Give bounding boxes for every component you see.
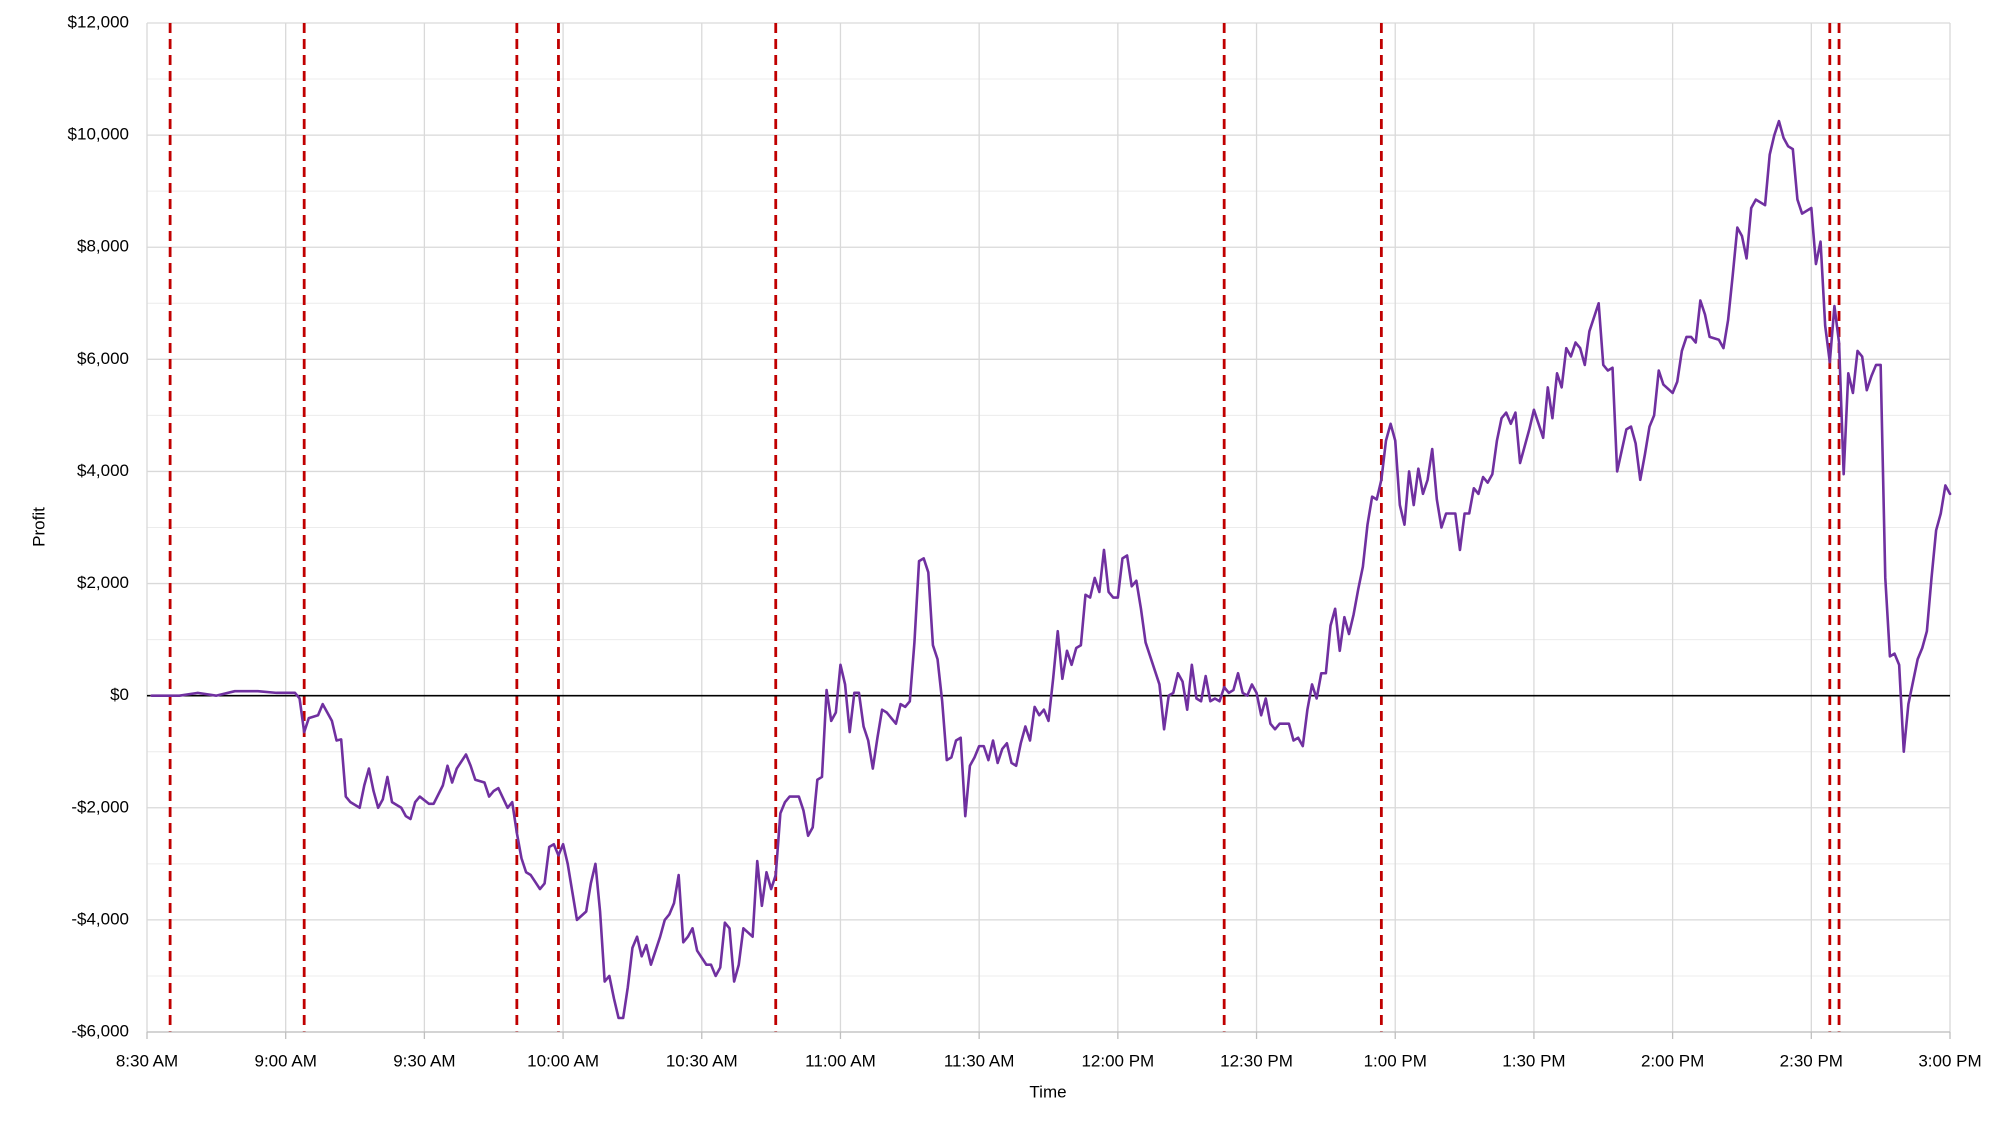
labels: Time Profit -$6,000 -$4,000 -$2,000 $0 $2,00…: [29, 12, 1981, 1101]
y-tick-label: $10,000: [68, 125, 129, 144]
y-tick-label: -$4,000: [71, 909, 129, 928]
x-tick-label: 8:30 AM: [116, 1051, 178, 1070]
y-tick-label: $0: [110, 685, 129, 704]
x-tick-label: 10:00 AM: [527, 1051, 599, 1070]
x-tick-label: 2:30 PM: [1780, 1051, 1843, 1070]
x-tick-label: 11:30 AM: [944, 1051, 1015, 1070]
x-tick-label: 3:00 PM: [1918, 1051, 1981, 1070]
axes: [146, 694, 1951, 1039]
x-tick-label: 12:30 PM: [1220, 1051, 1293, 1070]
y-tick-label: $8,000: [77, 237, 129, 256]
y-axis-title: Profit: [29, 507, 48, 547]
y-tick-label: $4,000: [77, 461, 129, 480]
y-tick-label: -$6,000: [71, 1021, 129, 1040]
x-tick-label: 1:30 PM: [1502, 1051, 1565, 1070]
x-tick-label: 9:30 AM: [393, 1051, 455, 1070]
x-tick-label: 10:30 AM: [666, 1051, 738, 1070]
profit-line: [150, 119, 1952, 1020]
x-tick-label: 11:00 AM: [805, 1051, 876, 1070]
plot-area: [150, 119, 1952, 1020]
x-tick-label: 2:00 PM: [1641, 1051, 1704, 1070]
y-tick-label: $12,000: [68, 12, 129, 31]
y-tick-label: $6,000: [77, 349, 129, 368]
x-tick-label: 1:00 PM: [1364, 1051, 1427, 1070]
x-tick-label: 9:00 AM: [255, 1051, 317, 1070]
x-axis-title: Time: [1029, 1082, 1066, 1101]
y-tick-label: -$2,000: [71, 797, 129, 816]
x-tick-label: 12:00 PM: [1081, 1051, 1154, 1070]
grid: [146, 22, 1951, 1033]
y-tick-label: $2,000: [77, 573, 129, 592]
